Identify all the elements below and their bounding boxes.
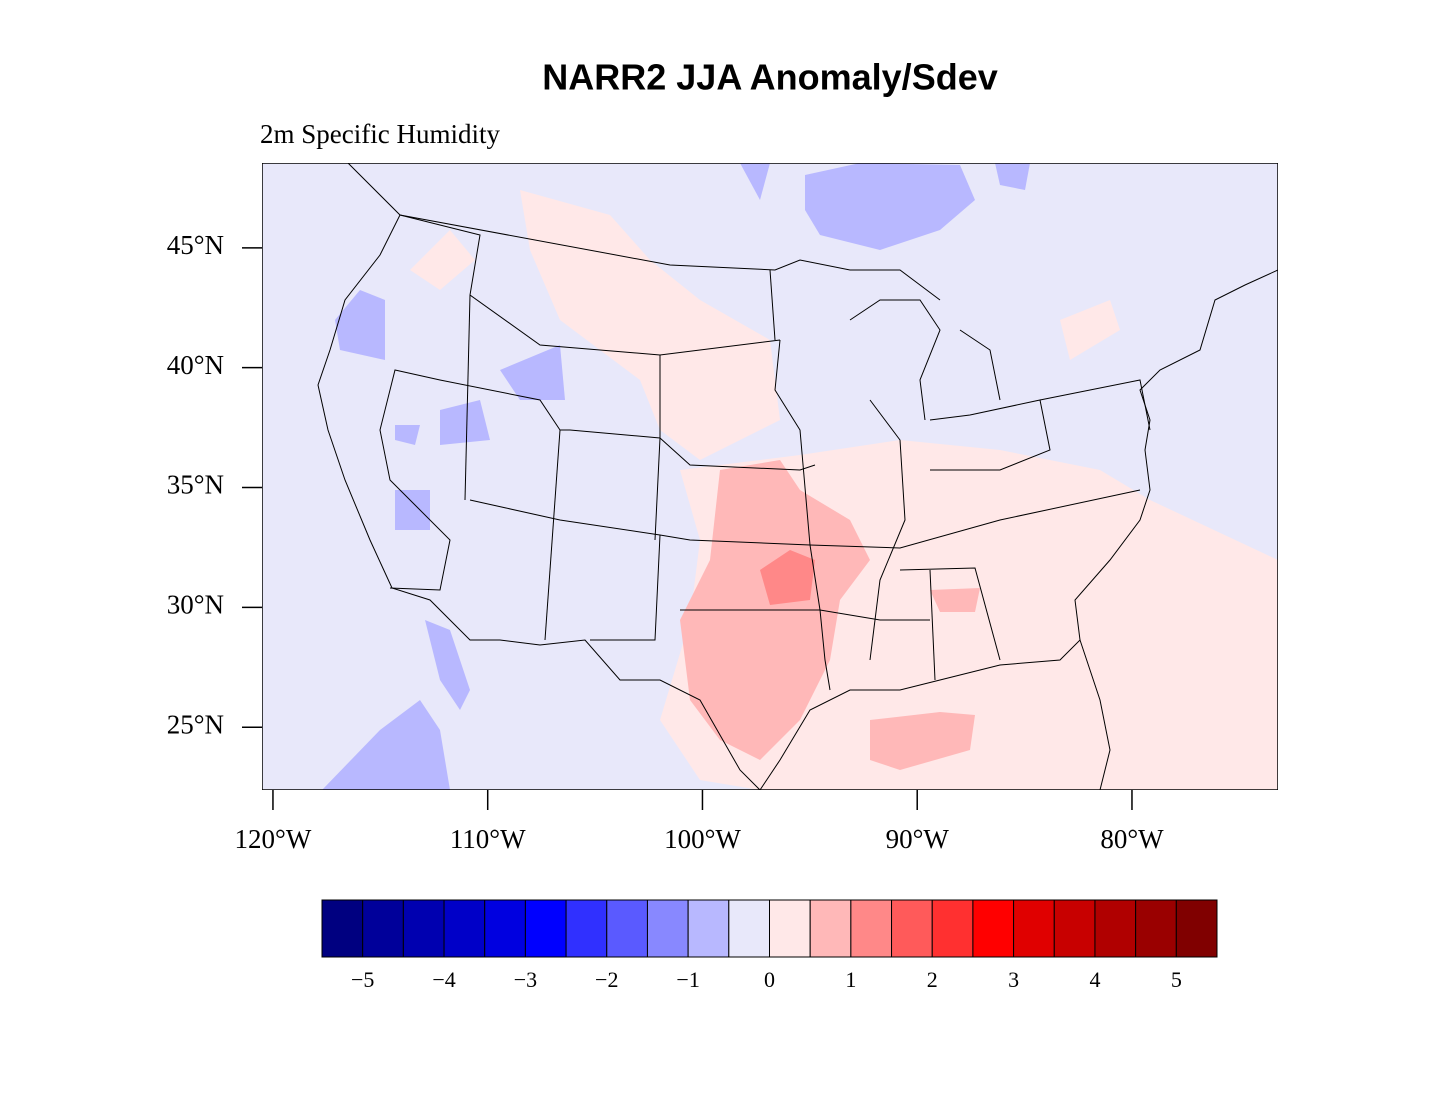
title: NARR2 JJA Anomaly/Sdev (542, 57, 997, 98)
colorbar-label: −4 (432, 967, 455, 992)
colorbar: −5 −4 −3 −2 −1 0 1 2 3 4 5 (321, 899, 1218, 992)
colorbar-box (443, 899, 486, 958)
y-tick-label: 40°N (167, 350, 224, 380)
colorbar-box (321, 899, 364, 958)
subtitle: 2m Specific Humidity (260, 119, 500, 149)
colorbar-box (769, 899, 811, 958)
y-tick-label: 35°N (167, 470, 224, 500)
dark-red-area (760, 550, 815, 605)
x-tick-label: 120°W (235, 824, 312, 854)
map-field (262, 163, 1278, 790)
x-tick-label: 100°W (664, 824, 741, 854)
colorbar-label: −1 (676, 967, 699, 992)
colorbar-box (687, 899, 730, 958)
colorbar-box (362, 899, 404, 958)
colorbar-box (1094, 899, 1137, 958)
colorbar-box (524, 899, 567, 958)
colorbar-box (728, 899, 770, 958)
axes: 120°W 110°W 100°W 90°W 80°W 25°N 30°N 35°N 40°N 4… (167, 230, 1164, 854)
x-tick-label: 80°W (1100, 824, 1164, 854)
colorbar-label: −5 (351, 967, 374, 992)
colorbar-box (1053, 899, 1096, 958)
colorbar-label: 1 (845, 967, 856, 992)
colorbar-label: 0 (764, 967, 775, 992)
colorbar-box (891, 899, 933, 958)
colorbar-box (565, 899, 608, 958)
y-tick-label: 25°N (167, 709, 224, 739)
colorbar-label: 5 (1171, 967, 1182, 992)
borders (317, 163, 1278, 790)
colorbar-box (972, 899, 1015, 958)
colorbar-box (931, 899, 974, 958)
blue-areas (322, 163, 1030, 790)
colorbar-label: 3 (1008, 967, 1019, 992)
colorbar-label: 2 (927, 967, 938, 992)
x-tick-label: 110°W (450, 824, 526, 854)
colorbar-box (646, 899, 689, 958)
colorbar-label: −2 (595, 967, 618, 992)
y-tick-label: 45°N (167, 230, 224, 260)
colorbar-box (1135, 899, 1177, 958)
colorbar-label: 4 (1089, 967, 1100, 992)
colorbar-box (484, 899, 526, 958)
colorbar-box (809, 899, 852, 958)
colorbar-box (1175, 899, 1218, 958)
colorbar-box (606, 899, 648, 958)
colorbar-box (850, 899, 893, 958)
colorbar-box (402, 899, 445, 958)
x-tick-label: 90°W (886, 824, 950, 854)
colorbar-label: −3 (514, 967, 537, 992)
colorbar-box (1013, 899, 1055, 958)
y-tick-label: 30°N (167, 590, 224, 620)
